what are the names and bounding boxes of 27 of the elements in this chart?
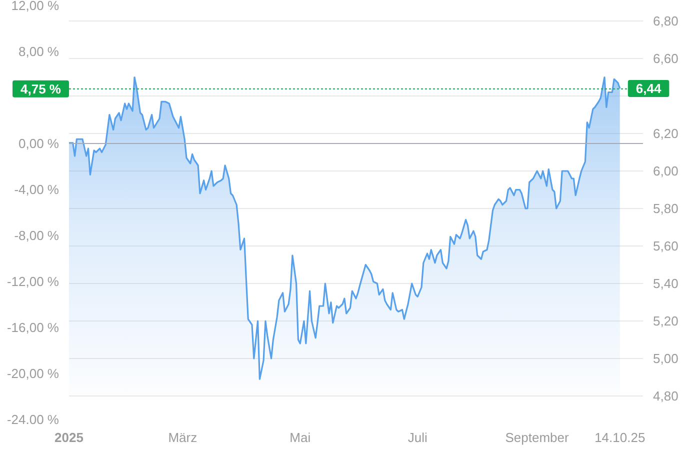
x-tick-label: September (505, 430, 570, 446)
y2-tick-label: 6,80 (653, 14, 678, 29)
y-tick-label: -16,00 % (6, 320, 60, 336)
y2-tick-label: 6,60 (653, 51, 678, 66)
x-tick-label: März (168, 430, 198, 446)
y-tick-label: 8,00 % (18, 44, 60, 60)
y-tick-label: -12,00 % (6, 274, 60, 290)
y2-tick-label: 5,80 (653, 201, 678, 216)
x-tick-label: Mai (290, 430, 311, 446)
y2-tick-label: 5,20 (653, 314, 678, 329)
y2-tick-label: 5,00 (653, 351, 678, 366)
y2-tick-label: 6,00 (653, 164, 678, 179)
y-tick-label: -4,00 % (14, 182, 60, 198)
ref-line-label: 4,75 % (20, 82, 62, 97)
x-tick-label: Juli (408, 430, 428, 446)
y-tick-label: -8,00 % (14, 228, 60, 244)
x-tick-label: 14.10.25 (594, 430, 646, 446)
y-tick-label: 12,00 % (11, 0, 60, 14)
y-tick-label: -20,00 % (6, 366, 60, 382)
x-tick-label: 2025 (54, 430, 84, 446)
y2-tick-label: 4,80 (653, 388, 678, 404)
y-tick-label: -24.00 % (6, 412, 60, 428)
y2-tick-label: 5,60 (653, 238, 678, 254)
y-tick-label: 0,00 % (18, 136, 60, 152)
y2-tick-label: 6,20 (653, 126, 678, 142)
data-label: 6,44 (636, 81, 662, 96)
y2-tick-label: 5,40 (653, 276, 678, 292)
